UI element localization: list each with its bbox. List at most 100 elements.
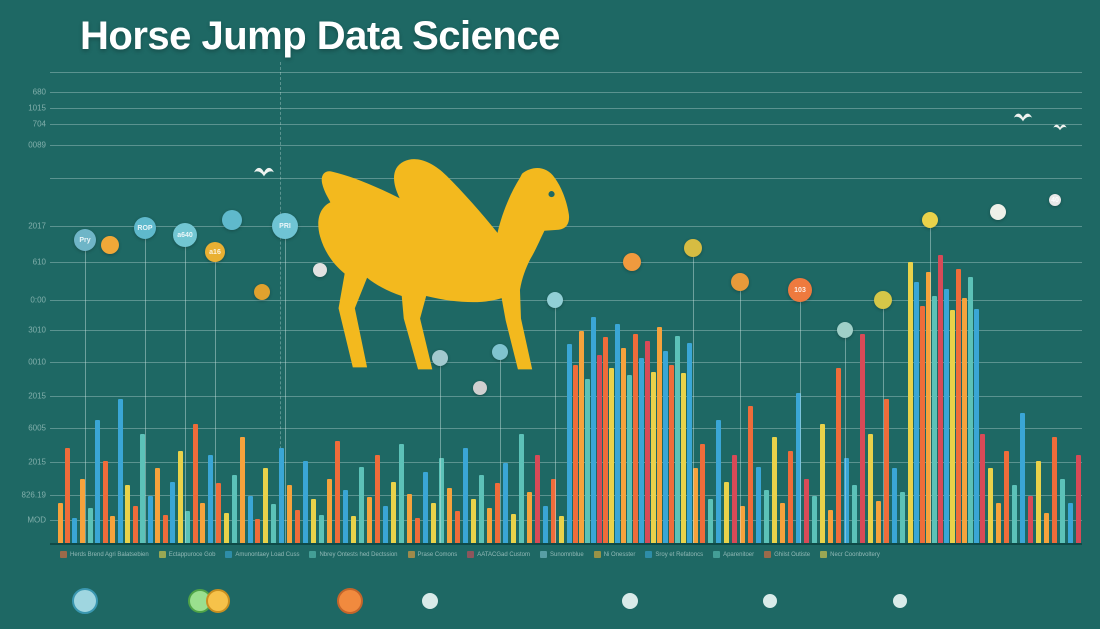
bar xyxy=(487,508,492,544)
bar xyxy=(716,420,721,544)
bar xyxy=(383,506,388,544)
legend-dot xyxy=(622,593,638,609)
bar xyxy=(956,269,961,544)
bar xyxy=(125,485,130,544)
bar xyxy=(892,468,897,544)
bar xyxy=(573,365,578,544)
bar xyxy=(968,277,973,544)
bar xyxy=(455,511,460,544)
bar xyxy=(103,461,108,544)
bar xyxy=(232,475,237,544)
legend-item: Aparenitoer xyxy=(713,551,754,558)
bar xyxy=(535,455,540,545)
bar xyxy=(343,490,348,544)
legend-item: Herds Brend Agri Balatsebien xyxy=(60,551,149,558)
bar xyxy=(908,262,913,544)
page-title: Horse Jump Data Science xyxy=(80,14,560,59)
bar xyxy=(687,343,692,544)
bar xyxy=(681,373,686,544)
bar xyxy=(399,444,404,544)
bar xyxy=(669,365,674,544)
bar xyxy=(178,451,183,544)
bar xyxy=(240,437,245,544)
bar xyxy=(585,379,590,544)
bar xyxy=(463,448,468,544)
bar xyxy=(193,424,198,545)
bar xyxy=(208,455,213,545)
legend-item: Nbrey Ontests hed Dectssion xyxy=(309,551,397,558)
bar xyxy=(962,298,967,545)
legend-dot xyxy=(422,593,438,609)
legend-item: Ni Onesster xyxy=(594,551,636,558)
bar xyxy=(431,503,436,544)
bar xyxy=(479,475,484,544)
bar xyxy=(335,441,340,544)
legend-item: Sroy et Refatoncs xyxy=(645,551,703,558)
bar xyxy=(263,468,268,544)
bar xyxy=(609,368,614,544)
bar xyxy=(1068,503,1073,544)
bar xyxy=(319,515,324,544)
bar xyxy=(447,488,452,544)
legend-item: Sunomnblue xyxy=(540,551,584,558)
legend-item: Ectappuroce Gob xyxy=(159,551,216,558)
bar xyxy=(748,406,753,544)
bar xyxy=(110,516,115,544)
bar xyxy=(651,372,656,544)
legend-item: Amunontaey Load Cuss xyxy=(225,551,299,558)
bar xyxy=(1036,461,1041,544)
horse-icon xyxy=(310,155,575,380)
bar xyxy=(58,503,63,544)
bar xyxy=(756,467,761,544)
bar xyxy=(828,510,833,544)
bar xyxy=(359,467,364,544)
bar xyxy=(852,485,857,544)
legend-dot xyxy=(763,594,777,608)
bar xyxy=(868,434,873,544)
bar xyxy=(351,516,356,544)
bar xyxy=(471,499,476,544)
bar xyxy=(327,479,332,544)
bar xyxy=(311,499,316,544)
bar xyxy=(920,306,925,544)
legend-strip: Herds Brend Agri Balatsebien Ectappuroce … xyxy=(60,551,1082,567)
legend-dot xyxy=(337,588,363,614)
bar xyxy=(415,518,420,544)
bar xyxy=(621,348,626,544)
bar xyxy=(271,504,276,544)
bar xyxy=(216,483,221,544)
bar xyxy=(812,496,817,544)
bar xyxy=(519,434,524,544)
bar xyxy=(1004,451,1009,544)
bar xyxy=(1052,437,1057,544)
legend-dots xyxy=(0,581,1100,621)
bar xyxy=(148,496,153,544)
bar xyxy=(503,463,508,544)
bar xyxy=(914,282,919,544)
bar xyxy=(603,337,608,544)
bar xyxy=(938,255,943,544)
bar xyxy=(645,341,650,544)
bar xyxy=(295,510,300,544)
bar xyxy=(133,506,138,544)
bar xyxy=(224,513,229,544)
bar xyxy=(543,506,548,544)
legend-item: AATACGad Custom xyxy=(467,551,530,558)
bar xyxy=(591,317,596,544)
bar xyxy=(944,289,949,544)
bar xyxy=(279,448,284,544)
bar xyxy=(884,399,889,544)
bar xyxy=(724,482,729,544)
bar xyxy=(788,451,793,544)
bar xyxy=(836,368,841,544)
legend-item: Prase Comons xyxy=(408,551,458,558)
bar xyxy=(708,499,713,544)
bar xyxy=(170,482,175,544)
bar xyxy=(407,494,412,544)
legend-dot xyxy=(206,589,230,613)
legend-item: Ghilst Outiste xyxy=(764,551,810,558)
bar xyxy=(764,490,769,544)
bar xyxy=(579,331,584,544)
legend-item: Necr Coonbvoltery xyxy=(820,551,880,558)
bar xyxy=(950,310,955,544)
